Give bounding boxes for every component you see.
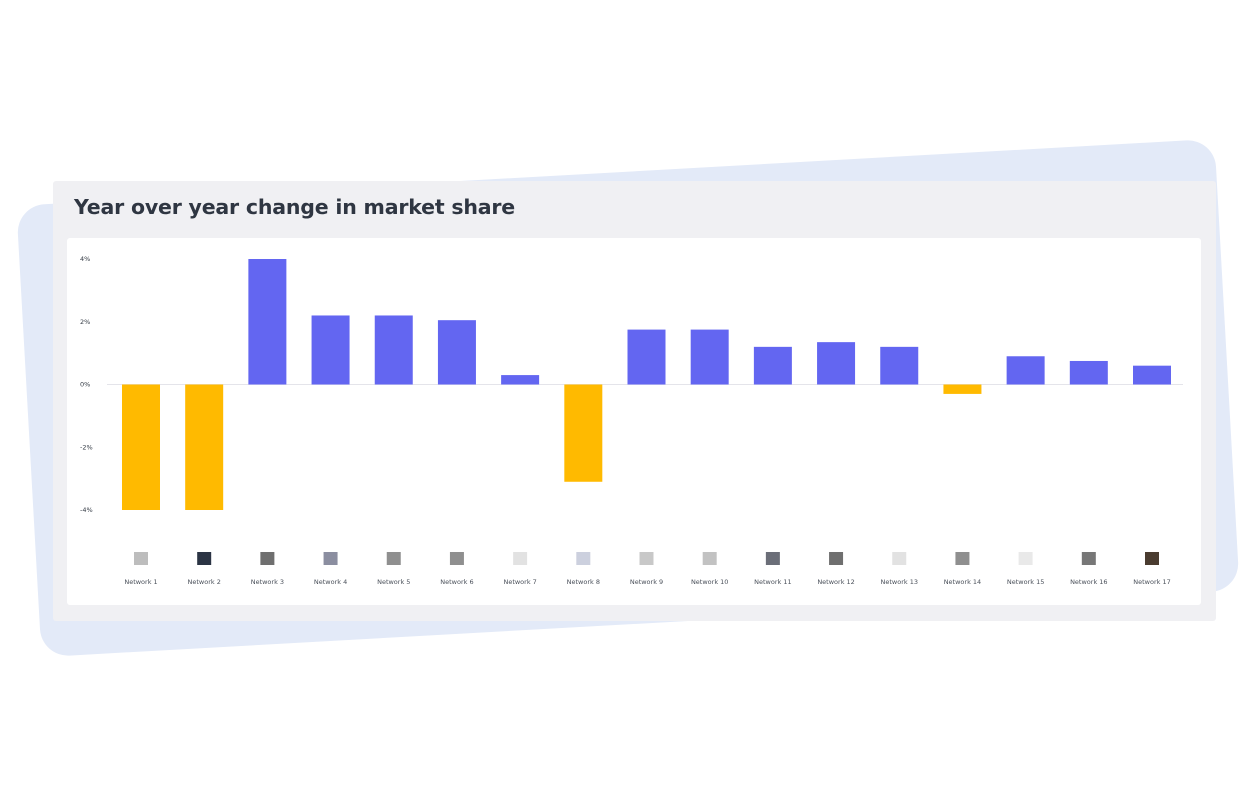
bar[interactable] [1133, 365, 1171, 385]
chart-card: Year over year change in market share 4%… [53, 181, 1216, 621]
bar[interactable] [880, 346, 919, 385]
bar[interactable] [564, 384, 603, 482]
legend-label[interactable]: Network 6 [440, 578, 473, 586]
legend: Network 1 Network 2 Network 3 Network 4 Netw… [124, 552, 1171, 586]
legend-swatch[interactable] [1145, 552, 1159, 565]
legend-label[interactable]: Network 12 [817, 578, 854, 586]
bar[interactable] [1069, 360, 1108, 385]
y-tick-label: 2% [80, 318, 90, 326]
legend-swatch[interactable] [702, 552, 717, 565]
legend-label[interactable]: Network 16 [1070, 578, 1107, 586]
y-tick-label: -4% [80, 506, 93, 514]
bar[interactable] [690, 329, 729, 385]
legend-label[interactable]: Network 17 [1133, 578, 1170, 586]
y-tick-label: -2% [80, 443, 93, 451]
legend-label[interactable]: Network 13 [881, 578, 918, 586]
y-tick-label: 0% [80, 381, 90, 389]
legend-swatch[interactable] [1081, 552, 1096, 565]
legend-label[interactable]: Network 7 [503, 578, 536, 586]
bar[interactable] [1006, 356, 1045, 385]
legend-label[interactable]: Network 9 [630, 578, 663, 586]
legend-swatch[interactable] [134, 552, 148, 565]
legend-swatch[interactable] [1018, 552, 1033, 565]
legend-label[interactable]: Network 5 [377, 578, 410, 586]
legend-swatch[interactable] [197, 552, 212, 565]
legend-label[interactable]: Network 15 [1007, 578, 1044, 586]
bar[interactable] [817, 342, 856, 385]
bar[interactable] [122, 384, 160, 511]
legend-label[interactable]: Network 1 [124, 578, 157, 586]
bar[interactable] [753, 346, 792, 385]
legend-swatch[interactable] [323, 552, 338, 565]
legend-label[interactable]: Network 8 [567, 578, 600, 586]
bar[interactable] [943, 384, 982, 394]
bar[interactable] [248, 259, 287, 385]
bars [122, 259, 1171, 510]
legend-label[interactable]: Network 11 [754, 578, 791, 586]
bar[interactable] [185, 384, 224, 511]
legend-label[interactable]: Network 4 [314, 578, 347, 586]
legend-swatch[interactable] [955, 552, 970, 565]
legend-swatch[interactable] [576, 552, 591, 565]
legend-label[interactable]: Network 14 [944, 578, 981, 586]
plot-area: 4% 2% 0% -2% -4% Network 1 Network 2 Network 3… [67, 238, 1201, 605]
legend-swatch[interactable] [765, 552, 780, 565]
legend-swatch[interactable] [513, 552, 528, 565]
legend-label[interactable]: Network 2 [188, 578, 221, 586]
y-axis-ticks: 4% 2% 0% -2% -4% [80, 255, 93, 514]
bar-chart: 4% 2% 0% -2% -4% Network 1 Network 2 Network 3… [80, 255, 1183, 586]
y-tick-label: 4% [80, 255, 90, 263]
chart-title: Year over year change in market share [74, 195, 516, 219]
bar[interactable] [374, 315, 413, 385]
bar[interactable] [501, 375, 540, 385]
bar[interactable] [311, 315, 350, 385]
legend-label[interactable]: Network 10 [691, 578, 728, 586]
legend-swatch[interactable] [639, 552, 654, 565]
legend-swatch[interactable] [449, 552, 464, 565]
bar[interactable] [627, 329, 666, 385]
legend-swatch[interactable] [386, 552, 401, 565]
legend-label[interactable]: Network 3 [251, 578, 284, 586]
legend-swatch[interactable] [829, 552, 844, 565]
legend-swatch[interactable] [260, 552, 275, 565]
legend-swatch[interactable] [892, 552, 907, 565]
bar[interactable] [437, 320, 476, 385]
